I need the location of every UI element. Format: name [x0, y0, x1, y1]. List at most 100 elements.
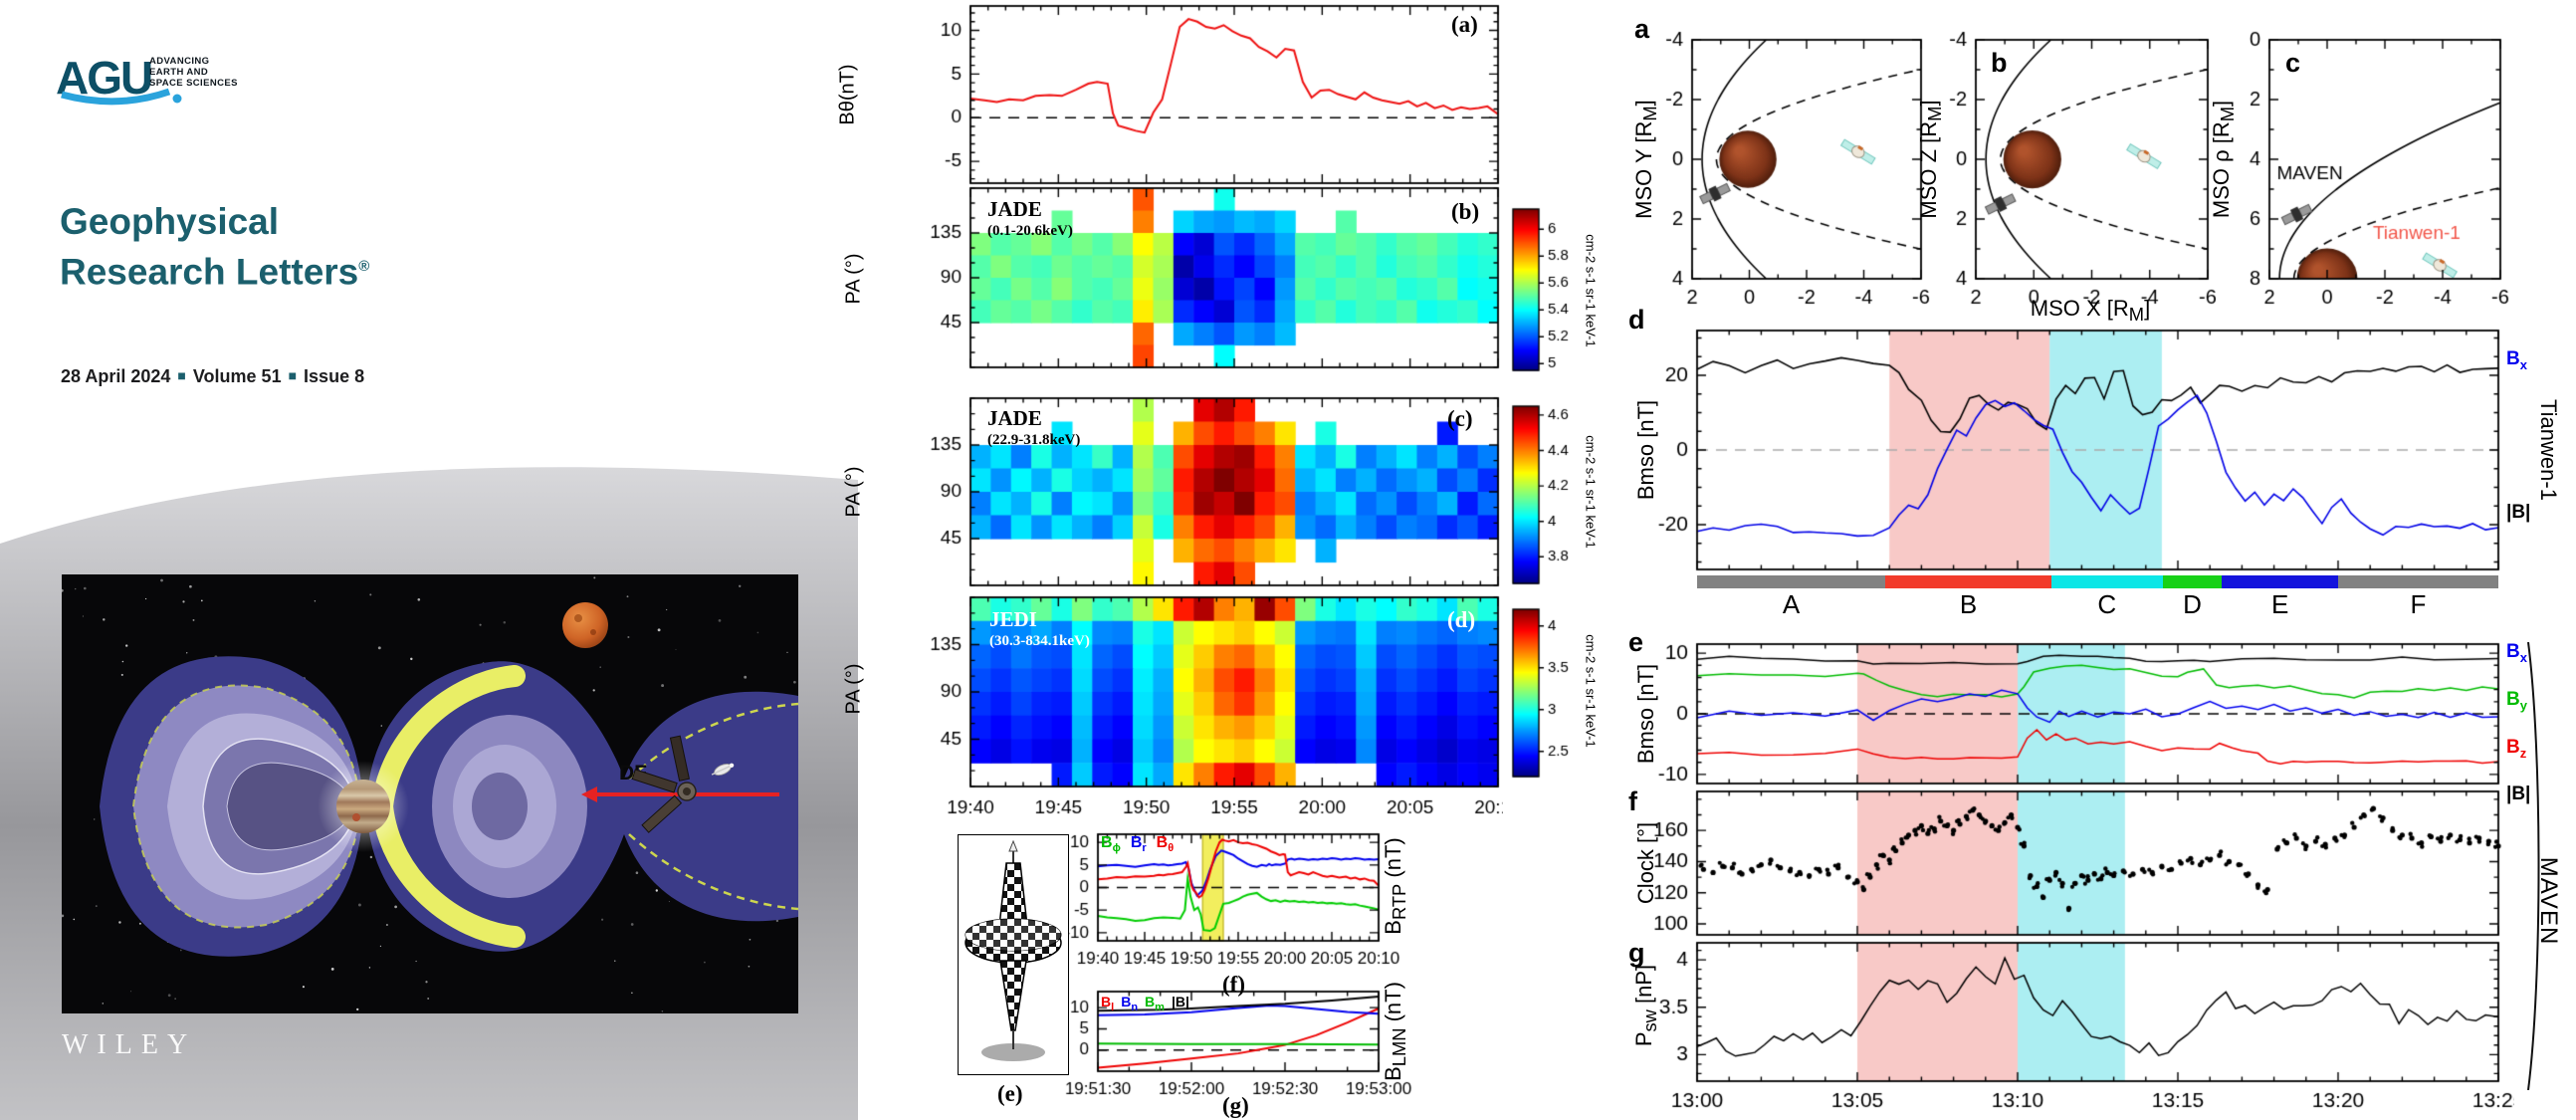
spacecraft-sketch-box: [958, 834, 1069, 1075]
maven-bracket: [2527, 642, 2540, 1090]
colorbar-panel-d: [1505, 601, 1600, 790]
panel-tag-c: (c): [1447, 406, 1473, 431]
panel-f-brtp-chart: [1033, 826, 1506, 994]
panel-letter-b: b: [1991, 48, 2008, 78]
axis-label-mso-x: MSO X [RM]: [2031, 296, 2150, 326]
axis-label-pa-d: PA (°): [842, 663, 865, 715]
journal-title-line2: Research Letters®: [60, 251, 370, 293]
instrument-title-b: JADE: [987, 197, 1042, 221]
df-arrowhead: [581, 786, 597, 802]
composed-label: Br: [1130, 834, 1147, 855]
panel-c-jade-spectrogram: [891, 392, 1503, 591]
panel-letter-c: c: [2285, 48, 2301, 78]
interval-segment-D: [2162, 575, 2223, 588]
axis-label-mso-y: MSO Y [RM]: [1631, 100, 1661, 219]
interval-segment-C: [2050, 575, 2163, 588]
panel-tag-e: (e): [997, 1081, 1023, 1106]
issue-date: 28 April 2024: [61, 366, 171, 386]
panel-e-maven-bmso: [1618, 636, 2514, 785]
colorbar-unit-c: cm-2 s-1 sr-1 keV-1: [1583, 435, 1599, 549]
dot-separator: ■: [177, 367, 186, 383]
composed-label: Bθ: [1156, 834, 1175, 855]
panel-tag-b: (b): [1451, 199, 1480, 224]
axis-label-bmso-d: Bmso [nT]: [1633, 399, 1658, 501]
orbit-panel-a: [1614, 2, 1931, 336]
panel-a-btheta-chart: [891, 0, 1503, 189]
journal-title: Geophysical Research Letters®: [60, 199, 369, 294]
panel-tag-a: (a): [1451, 12, 1478, 37]
cover-art-magnetosphere: DF: [62, 574, 798, 1013]
agu-tagline-line1: ADVANCING: [149, 56, 210, 67]
instrument-range-c: (22.9-31.8keV): [987, 432, 1081, 448]
issue-number: Issue 8: [304, 366, 365, 386]
panel-g-blmn-chart: [1033, 984, 1506, 1118]
agu-tagline-line3: SPACE SCIENCES: [149, 78, 238, 89]
interval-segment-bar: [1697, 575, 2498, 588]
composed-label: |B|: [2506, 501, 2531, 523]
panel-e-line-labels: Bx By Bz |B|: [2506, 641, 2530, 829]
axis-label-btheta: Bθ(nT): [836, 64, 859, 125]
panel-tag-g: (g): [1222, 1093, 1249, 1118]
interval-letter-D: D: [2183, 589, 2202, 619]
instrument-range-b: (0.1-20.6keV): [987, 223, 1073, 239]
small-spacecraft: [711, 763, 735, 776]
orbit-panel-c: [2192, 2, 2510, 336]
panel-letter-f: f: [1628, 786, 1637, 816]
panel-b-jade-spectrogram: [891, 185, 1503, 372]
composed-label: Bl: [1101, 994, 1115, 1013]
panel-letter-a: a: [1634, 14, 1650, 44]
composed-label: By: [2506, 688, 2527, 713]
side-label-tianwen: Tianwen-1: [2536, 399, 2561, 501]
interval-segment-F: [2338, 575, 2498, 588]
instrument-title-d: JEDI: [989, 607, 1037, 631]
agu-tagline-line2: EARTH AND: [149, 67, 209, 78]
composed-label: MSO X [RM]: [2030, 295, 2151, 326]
axis-label-mso-rho: MSO ρ [RM]: [2209, 101, 2239, 218]
composed-label: MSO Y [RM]: [1630, 100, 1661, 219]
issue-volume: Volume 51: [192, 366, 282, 386]
agu-logo-swoosh: [61, 88, 171, 106]
colorbar-panel-b: [1505, 195, 1600, 386]
orbit-panel-b: [1899, 2, 2216, 336]
legend-blmn: Bl Bn Bm |B|: [1101, 994, 1189, 1013]
axis-label-blmn: BLMN (nT): [1381, 982, 1410, 1081]
legend-brtp: Bϕ Br Bθ: [1101, 834, 1174, 854]
panel-f-clock-angle: [1618, 784, 2514, 937]
red-planet-blotch: [574, 614, 582, 622]
colorbar-unit-b: cm-2 s-1 sr-1 keV-1: [1583, 234, 1599, 347]
interval-letter-A: A: [1782, 589, 1801, 619]
interval-segment-E: [2222, 575, 2338, 588]
composed-label: BRTP (nT): [1380, 837, 1410, 935]
instrument-title-c: JADE: [987, 406, 1042, 430]
interval-segment-B: [1885, 575, 2051, 588]
composed-label: Bz: [2506, 736, 2527, 761]
axis-label-mso-z: MSO Z [RM]: [1916, 100, 1946, 218]
instrument-range-d: (30.3-834.1keV): [989, 633, 1090, 649]
interval-letters: A B C D E F: [1697, 587, 2498, 623]
panel-d-jedi-spectrogram: [891, 591, 1503, 830]
panel-tag-d: (d): [1447, 607, 1476, 632]
panel-tag-f: (f): [1222, 972, 1245, 997]
composed-label: BLMN (nT): [1380, 982, 1410, 1081]
panel-letter-e: e: [1628, 627, 1644, 657]
agu-logo: AGU: [56, 52, 182, 106]
axis-label-pa-c: PA (°): [842, 466, 865, 518]
magnetosphere-right-lobe: [366, 661, 798, 952]
agu-logo-dot: [172, 94, 182, 104]
colorbar-unit-d: cm-2 s-1 sr-1 keV-1: [1583, 634, 1599, 748]
composed-label: Bϕ: [1101, 834, 1121, 855]
composed-label: Bx: [2506, 348, 2527, 372]
interval-letter-F: F: [2410, 589, 2427, 619]
registered-mark: ®: [358, 258, 370, 275]
juno-spacecraft: [631, 735, 697, 833]
red-planet-blotch: [590, 629, 596, 635]
composed-label: Psw [nP]: [1630, 964, 1661, 1047]
interval-letter-E: E: [2270, 589, 2289, 619]
magnetosphere-left-lobe: [100, 656, 363, 957]
jupiter: [336, 780, 390, 833]
wiley-logo: WILEY: [62, 1029, 197, 1060]
composed-label: Bx: [2506, 641, 2527, 665]
axis-label-bmso-e: Bmso [nT]: [1633, 663, 1658, 765]
colorbar-panel-c: [1505, 398, 1600, 592]
